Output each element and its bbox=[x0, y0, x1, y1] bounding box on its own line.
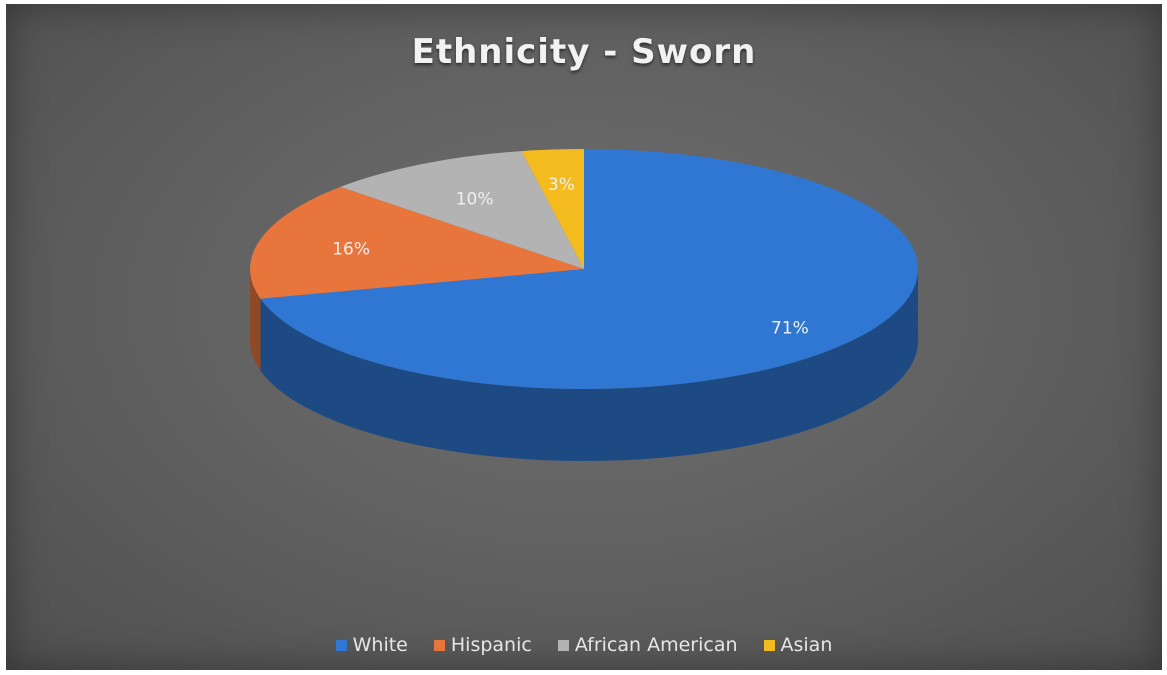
pie-side-hispanic bbox=[250, 269, 261, 371]
legend-label-white: White bbox=[352, 634, 408, 656]
pie-slice-white bbox=[260, 149, 919, 390]
legend-swatch-white bbox=[335, 639, 347, 651]
data-label-african-american: 10% bbox=[456, 190, 494, 210]
legend-swatch-asian bbox=[763, 639, 775, 651]
legend-swatch-african-american bbox=[557, 639, 569, 651]
pie-top bbox=[250, 148, 919, 390]
pie-sides bbox=[250, 269, 918, 461]
pie-labels: 71% 16% 10% 3% bbox=[332, 175, 809, 338]
pie-slice-asian bbox=[521, 148, 584, 269]
legend-item-hispanic: Hispanic bbox=[433, 634, 532, 656]
pie-chart: 71% 16% 10% 3% bbox=[250, 148, 919, 461]
pie-slice-hispanic bbox=[250, 186, 584, 299]
legend-label-african-american: African American bbox=[574, 634, 738, 656]
legend-item-african-american: African American bbox=[557, 634, 738, 656]
pie-side-white bbox=[260, 269, 918, 461]
data-label-asian: 3% bbox=[548, 175, 575, 195]
legend-item-asian: Asian bbox=[763, 634, 833, 656]
legend-swatch-hispanic bbox=[433, 639, 445, 651]
chart-title: Ethnicity - Sworn bbox=[411, 32, 757, 72]
legend-item-white: White bbox=[335, 634, 408, 656]
data-label-white: 71% bbox=[771, 318, 809, 338]
data-label-hispanic: 16% bbox=[332, 240, 370, 260]
legend-label-asian: Asian bbox=[780, 634, 833, 656]
chart-area: Ethnicity - Sworn 71% 16% 10% 3% White Hisp… bbox=[6, 4, 1162, 670]
pie-slice-african-american bbox=[340, 151, 584, 269]
legend: White Hispanic African American Asian bbox=[6, 634, 1162, 656]
legend-label-hispanic: Hispanic bbox=[450, 634, 532, 656]
